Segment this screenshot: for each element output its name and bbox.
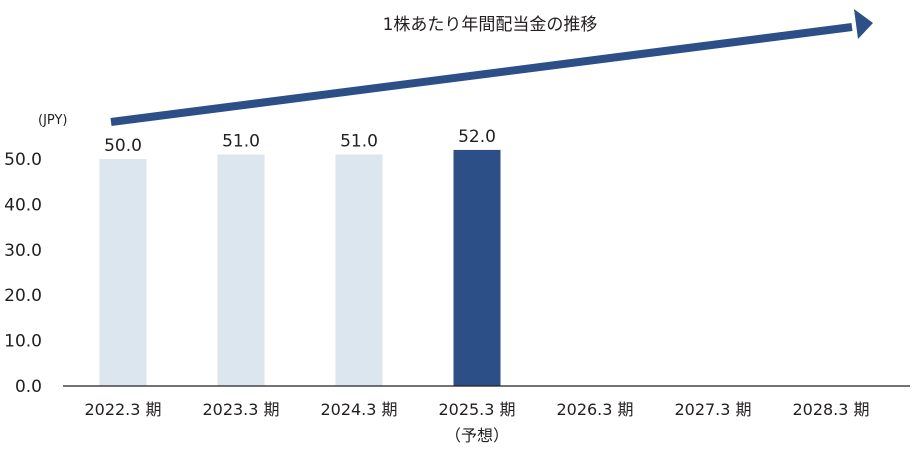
y-tick-label: 30.0 (4, 241, 42, 261)
bar-value-label: 51.0 (222, 131, 260, 151)
bar-value-label: 52.0 (458, 127, 496, 147)
x-category-label: 2028.3 期 (792, 400, 869, 419)
trend-arrow-head (854, 9, 873, 39)
y-tick-label: 40.0 (4, 195, 42, 215)
x-category-label: 2024.3 期 (320, 400, 397, 419)
x-axis-labels: 2022.3 期 2023.3 期 2024.3 期 2025.3 期 （予想） 2026… (84, 400, 869, 445)
x-category-label: 2023.3 期 (202, 400, 279, 419)
bars: 50.0 51.0 51.0 52.0 (99, 127, 501, 386)
y-tick-label: 10.0 (4, 332, 42, 352)
bar-value-label: 50.0 (104, 136, 142, 156)
x-category-label: 2027.3 期 (674, 400, 751, 419)
trend-arrow (110, 9, 873, 126)
y-tick-label: 20.0 (4, 286, 42, 306)
bar-value-label: 51.0 (340, 131, 378, 151)
x-category-label: 2025.3 期 (438, 400, 515, 419)
bar (335, 154, 383, 386)
trend-arrow-shaft (110, 23, 853, 126)
chart-title: 1株あたり年間配当金の推移 (383, 15, 598, 35)
x-category-label: 2026.3 期 (556, 400, 633, 419)
x-category-label: 2022.3 期 (84, 400, 161, 419)
x-category-note: （予想） (445, 426, 509, 445)
y-axis-ticks: 0.0 10.0 20.0 30.0 40.0 50.0 (4, 150, 42, 397)
bar (99, 159, 147, 386)
y-tick-label: 0.0 (15, 377, 42, 397)
y-unit-label: (JPY) (38, 113, 67, 128)
y-tick-label: 50.0 (4, 150, 42, 170)
bar (217, 154, 265, 386)
bar (453, 149, 501, 386)
